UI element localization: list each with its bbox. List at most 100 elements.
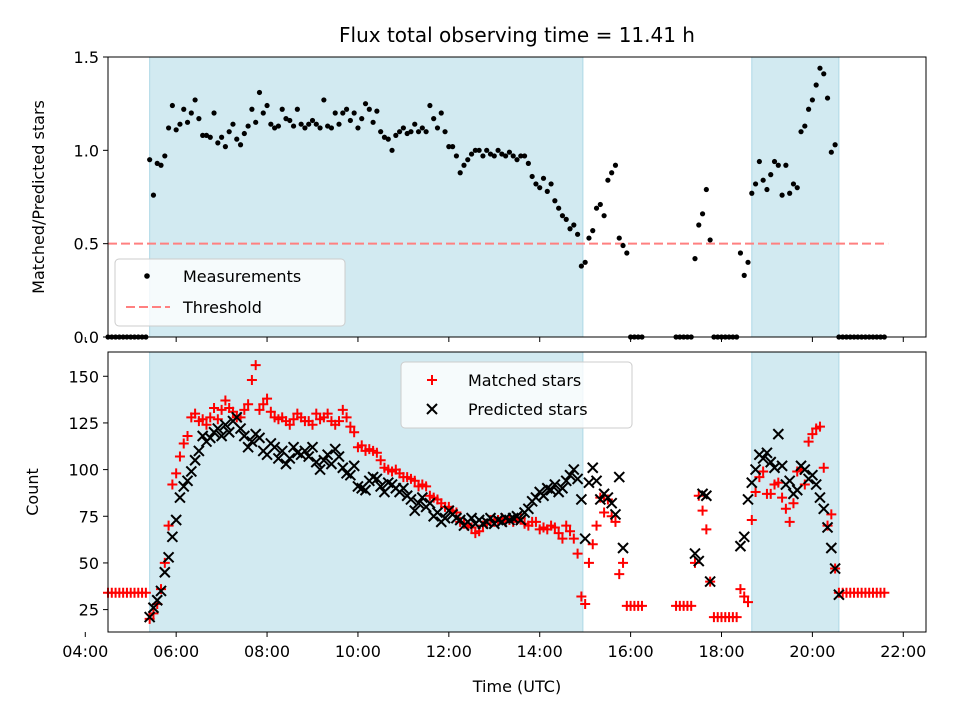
matched-star-point bbox=[636, 600, 647, 611]
legend-label-matched: Matched stars bbox=[468, 371, 581, 390]
matched-star-point bbox=[549, 522, 560, 533]
measurement-point bbox=[351, 110, 357, 116]
matched-star-point bbox=[250, 360, 261, 371]
measurement-point bbox=[457, 170, 463, 176]
measurement-point bbox=[294, 106, 300, 112]
predicted-star-point bbox=[303, 450, 315, 463]
predicted-star-point bbox=[833, 588, 845, 601]
matched-star-point bbox=[156, 584, 167, 595]
matched-star-point bbox=[822, 520, 833, 531]
measurement-point bbox=[453, 153, 460, 159]
matched-star-point bbox=[818, 462, 829, 473]
measurement-point bbox=[620, 242, 626, 249]
measurement-point bbox=[158, 162, 164, 168]
predicted-star-point bbox=[321, 448, 334, 461]
legend: Matched stars Predicted stars bbox=[400, 361, 633, 429]
legend-label-threshold: Threshold bbox=[182, 298, 262, 317]
matched-star-point bbox=[803, 436, 814, 447]
y-axis-label: Matched/Predicted stars bbox=[29, 100, 48, 294]
measurement-point bbox=[226, 129, 232, 135]
legend-marker-measurements bbox=[144, 273, 150, 279]
predicted-star-point bbox=[170, 514, 182, 526]
matched-star-point bbox=[743, 597, 754, 608]
matched-star-point bbox=[216, 404, 227, 415]
matched-star-point bbox=[174, 451, 185, 462]
matched-star-point bbox=[561, 520, 572, 531]
measurement-point bbox=[578, 263, 584, 269]
measurement-point bbox=[253, 119, 259, 125]
measurement-point bbox=[442, 129, 448, 135]
measurement-point bbox=[798, 129, 804, 135]
measurement-point bbox=[412, 121, 418, 127]
predicted-star-point bbox=[825, 542, 838, 554]
matched-star-point bbox=[345, 421, 356, 432]
predicted-star-point bbox=[575, 493, 588, 506]
predicted-star-point bbox=[522, 503, 535, 515]
measurement-point bbox=[290, 123, 297, 129]
matched-star-point bbox=[205, 412, 216, 423]
matched-star-point bbox=[371, 447, 382, 458]
matched-star-point bbox=[614, 569, 625, 580]
predicted-star-point bbox=[333, 450, 345, 463]
measurement-point bbox=[184, 119, 191, 125]
matched-star-point bbox=[784, 516, 795, 527]
legend-box bbox=[114, 258, 346, 327]
measurement-point bbox=[605, 177, 611, 183]
matched-star-point bbox=[182, 431, 193, 441]
predicted-star-point bbox=[806, 469, 819, 481]
measurement-point bbox=[601, 213, 607, 219]
predicted-star-point bbox=[617, 542, 629, 554]
matched-star-point bbox=[780, 503, 791, 514]
matched-star-point bbox=[140, 587, 151, 598]
matched-star-point bbox=[814, 421, 825, 432]
matched-star-point bbox=[750, 487, 761, 497]
matched-star-point bbox=[697, 505, 708, 516]
predicted-star-point bbox=[424, 497, 436, 509]
measurement-point bbox=[207, 134, 213, 140]
axes-frame bbox=[107, 56, 927, 338]
predicted-star-point bbox=[178, 480, 190, 493]
predicted-star-point bbox=[810, 478, 822, 491]
measurement-point bbox=[703, 186, 709, 193]
predicted-star-point bbox=[329, 443, 341, 455]
measurement-point bbox=[298, 121, 304, 127]
predicted-star-point bbox=[738, 531, 750, 543]
measurement-point bbox=[347, 117, 353, 124]
measurement-point bbox=[692, 256, 698, 262]
measurement-point bbox=[556, 205, 562, 211]
matched-star-point bbox=[239, 404, 250, 415]
matched-star-point bbox=[197, 414, 208, 425]
measurement-point bbox=[219, 134, 225, 140]
measurement-point bbox=[309, 117, 316, 124]
observing-window-1 bbox=[751, 56, 840, 338]
legend-label-predicted: Predicted stars bbox=[468, 400, 588, 419]
predicted-star-point bbox=[761, 447, 773, 459]
measurement-point bbox=[370, 119, 376, 125]
matched-star-point bbox=[171, 468, 182, 479]
matched-star-point bbox=[610, 516, 621, 527]
measurement-point bbox=[306, 121, 312, 127]
measurement-point bbox=[593, 205, 600, 211]
measurement-point bbox=[567, 226, 573, 232]
predicted-star-point bbox=[556, 482, 569, 494]
matched-star-point bbox=[686, 600, 697, 611]
matched-star-point bbox=[731, 612, 742, 623]
matched-star-point bbox=[530, 516, 541, 527]
measurement-point bbox=[514, 157, 520, 163]
measurement-point bbox=[533, 181, 539, 187]
measurement-point bbox=[787, 190, 793, 196]
x-tick-label: 08:00 bbox=[244, 642, 290, 661]
predicted-star-point bbox=[204, 432, 216, 444]
measurement-point bbox=[230, 121, 236, 127]
matched-star-point bbox=[735, 584, 746, 595]
measurement-point bbox=[468, 151, 475, 157]
matched-star-point bbox=[788, 498, 799, 509]
predicted-star-point bbox=[757, 452, 769, 465]
measurement-point bbox=[510, 153, 516, 159]
measurement-point bbox=[362, 101, 369, 107]
measurement-point bbox=[332, 110, 338, 116]
predicted-star-point bbox=[579, 532, 591, 545]
matched-star-point bbox=[288, 414, 299, 425]
matched-star-point bbox=[311, 408, 322, 419]
matched-star-point bbox=[349, 427, 360, 438]
